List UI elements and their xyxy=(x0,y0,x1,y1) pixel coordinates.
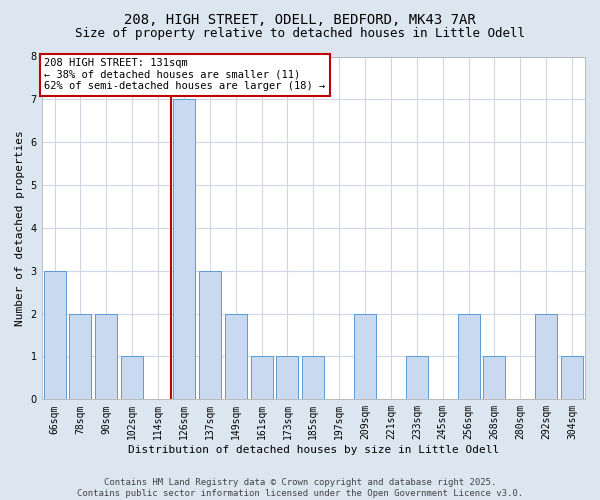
Y-axis label: Number of detached properties: Number of detached properties xyxy=(15,130,25,326)
Text: Size of property relative to detached houses in Little Odell: Size of property relative to detached ho… xyxy=(75,28,525,40)
Bar xyxy=(277,356,298,400)
Bar xyxy=(251,356,272,400)
Bar xyxy=(70,314,91,400)
Bar xyxy=(199,271,221,400)
X-axis label: Distribution of detached houses by size in Little Odell: Distribution of detached houses by size … xyxy=(128,445,499,455)
Bar xyxy=(302,356,325,400)
Text: 208 HIGH STREET: 131sqm
← 38% of detached houses are smaller (11)
62% of semi-de: 208 HIGH STREET: 131sqm ← 38% of detache… xyxy=(44,58,326,92)
Bar xyxy=(44,271,65,400)
Bar xyxy=(458,314,479,400)
Bar xyxy=(535,314,557,400)
Bar xyxy=(484,356,505,400)
Bar xyxy=(406,356,428,400)
Bar xyxy=(561,356,583,400)
Bar xyxy=(95,314,118,400)
Bar xyxy=(225,314,247,400)
Bar xyxy=(173,100,195,400)
Bar xyxy=(121,356,143,400)
Text: 208, HIGH STREET, ODELL, BEDFORD, MK43 7AR: 208, HIGH STREET, ODELL, BEDFORD, MK43 7… xyxy=(124,12,476,26)
Text: Contains HM Land Registry data © Crown copyright and database right 2025.
Contai: Contains HM Land Registry data © Crown c… xyxy=(77,478,523,498)
Bar xyxy=(354,314,376,400)
